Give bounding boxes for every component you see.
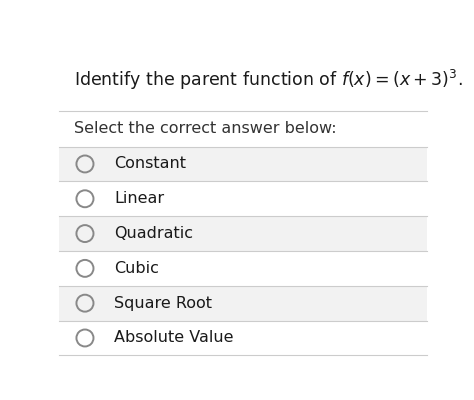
Bar	[59, 48, 427, 111]
Bar	[59, 111, 427, 146]
Bar	[59, 146, 427, 181]
Text: Constant: Constant	[114, 156, 186, 172]
Bar	[59, 251, 427, 286]
Bar	[59, 320, 427, 355]
Text: Quadratic: Quadratic	[114, 226, 193, 241]
Bar	[59, 286, 427, 320]
Text: Linear: Linear	[114, 191, 164, 206]
Text: Square Root: Square Root	[114, 296, 212, 311]
Text: Absolute Value: Absolute Value	[114, 330, 234, 346]
Text: Cubic: Cubic	[114, 261, 159, 276]
Bar	[59, 216, 427, 251]
Text: Select the correct answer below:: Select the correct answer below:	[74, 121, 337, 136]
Bar	[59, 181, 427, 216]
Text: Identify the parent function of $f(x) = (x+3)^{3}$.: Identify the parent function of $f(x) = …	[74, 68, 463, 92]
